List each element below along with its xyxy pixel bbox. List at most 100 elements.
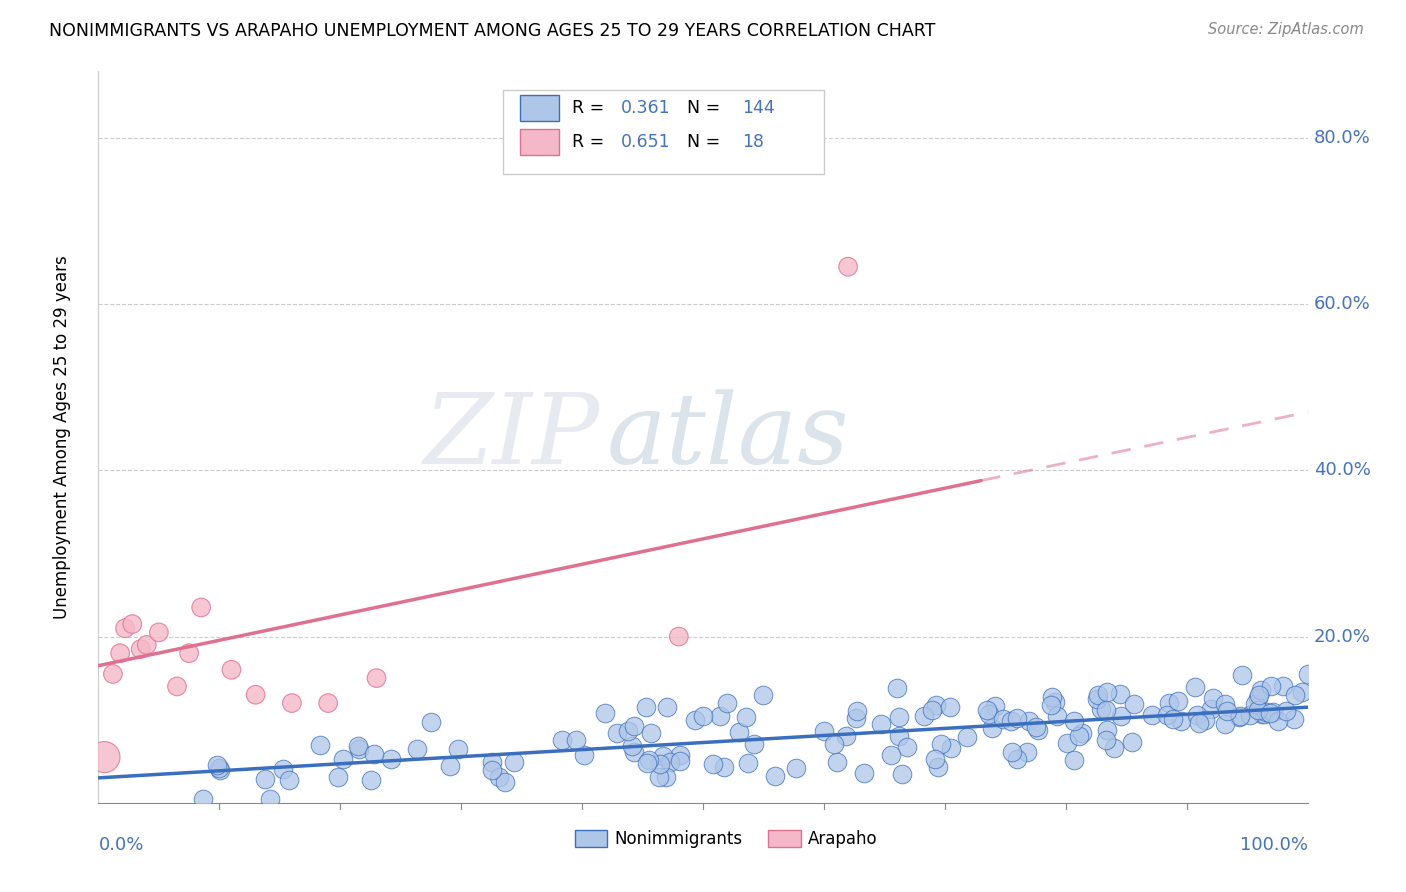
FancyBboxPatch shape	[520, 129, 560, 154]
Point	[366, 671, 388, 685]
Point	[1017, 745, 1039, 759]
Point	[166, 680, 188, 694]
Point	[636, 700, 658, 714]
Point	[1202, 690, 1225, 705]
Point	[852, 765, 875, 780]
Point	[1071, 725, 1094, 739]
Point	[193, 791, 215, 805]
Point	[1109, 687, 1132, 701]
Point	[1296, 667, 1319, 681]
Text: 40.0%: 40.0%	[1313, 461, 1371, 479]
Point	[380, 752, 402, 766]
Point	[572, 748, 595, 763]
FancyBboxPatch shape	[503, 90, 824, 174]
Point	[981, 722, 1004, 736]
Point	[1260, 680, 1282, 694]
Text: Unemployment Among Ages 25 to 29 years: Unemployment Among Ages 25 to 29 years	[53, 255, 72, 619]
Point	[887, 730, 910, 744]
Point	[481, 763, 503, 777]
Point	[1121, 735, 1143, 749]
Point	[259, 791, 281, 805]
Point	[347, 739, 370, 754]
Point	[271, 762, 294, 776]
Point	[551, 733, 574, 747]
Point	[129, 642, 152, 657]
Point	[1161, 712, 1184, 726]
Point	[494, 775, 516, 789]
Point	[623, 745, 645, 759]
Point	[245, 688, 267, 702]
Point	[1167, 693, 1189, 707]
Point	[846, 704, 869, 718]
Point	[891, 766, 914, 780]
Point	[606, 726, 628, 740]
Point	[1239, 708, 1261, 723]
Point	[640, 726, 662, 740]
Point	[912, 709, 935, 723]
Point	[1056, 736, 1078, 750]
Point	[1247, 690, 1270, 705]
Point	[179, 646, 201, 660]
FancyBboxPatch shape	[575, 830, 607, 847]
Point	[1085, 692, 1108, 706]
Point	[332, 752, 354, 766]
Point	[785, 761, 807, 775]
Point	[281, 696, 304, 710]
Point	[896, 740, 918, 755]
Point	[728, 724, 751, 739]
Point	[1043, 695, 1066, 709]
Point	[716, 696, 738, 710]
Point	[647, 771, 669, 785]
Point	[1261, 705, 1284, 719]
Point	[659, 755, 682, 769]
Point	[1095, 703, 1118, 717]
Point	[924, 752, 946, 766]
Point	[993, 712, 1015, 726]
Point	[1272, 680, 1295, 694]
Point	[1087, 688, 1109, 702]
Point	[108, 646, 131, 660]
Point	[668, 630, 690, 644]
Point	[1102, 740, 1125, 755]
Text: 144: 144	[742, 99, 775, 117]
Point	[446, 742, 468, 756]
Point	[702, 757, 724, 772]
Point	[93, 750, 115, 764]
Point	[939, 700, 962, 714]
Point	[650, 757, 672, 772]
Point	[347, 742, 370, 756]
Point	[1274, 704, 1296, 718]
Point	[406, 742, 429, 756]
Point	[1247, 703, 1270, 717]
Text: N =: N =	[688, 99, 725, 117]
Text: 100.0%: 100.0%	[1240, 836, 1308, 854]
Text: atlas: atlas	[606, 390, 849, 484]
Text: 18: 18	[742, 133, 763, 151]
Point	[1000, 714, 1022, 729]
Text: R =: R =	[572, 133, 610, 151]
Point	[253, 772, 276, 786]
Point	[1213, 717, 1236, 731]
Point	[1156, 707, 1178, 722]
Point	[977, 707, 1000, 722]
Text: N =: N =	[688, 133, 725, 151]
Point	[101, 667, 124, 681]
Point	[328, 770, 350, 784]
Point	[209, 764, 232, 778]
Point	[813, 724, 835, 739]
Point	[1159, 696, 1181, 710]
Point	[709, 709, 731, 723]
Text: 80.0%: 80.0%	[1313, 128, 1371, 147]
Point	[1090, 702, 1112, 716]
Point	[692, 708, 714, 723]
Point	[1250, 682, 1272, 697]
Point	[121, 617, 143, 632]
Point	[1122, 698, 1144, 712]
Point	[1007, 711, 1029, 725]
Point	[931, 737, 953, 751]
Point	[1253, 707, 1275, 722]
Point	[1063, 714, 1085, 729]
Point	[1063, 753, 1085, 767]
Point	[655, 770, 678, 784]
FancyBboxPatch shape	[768, 830, 801, 847]
